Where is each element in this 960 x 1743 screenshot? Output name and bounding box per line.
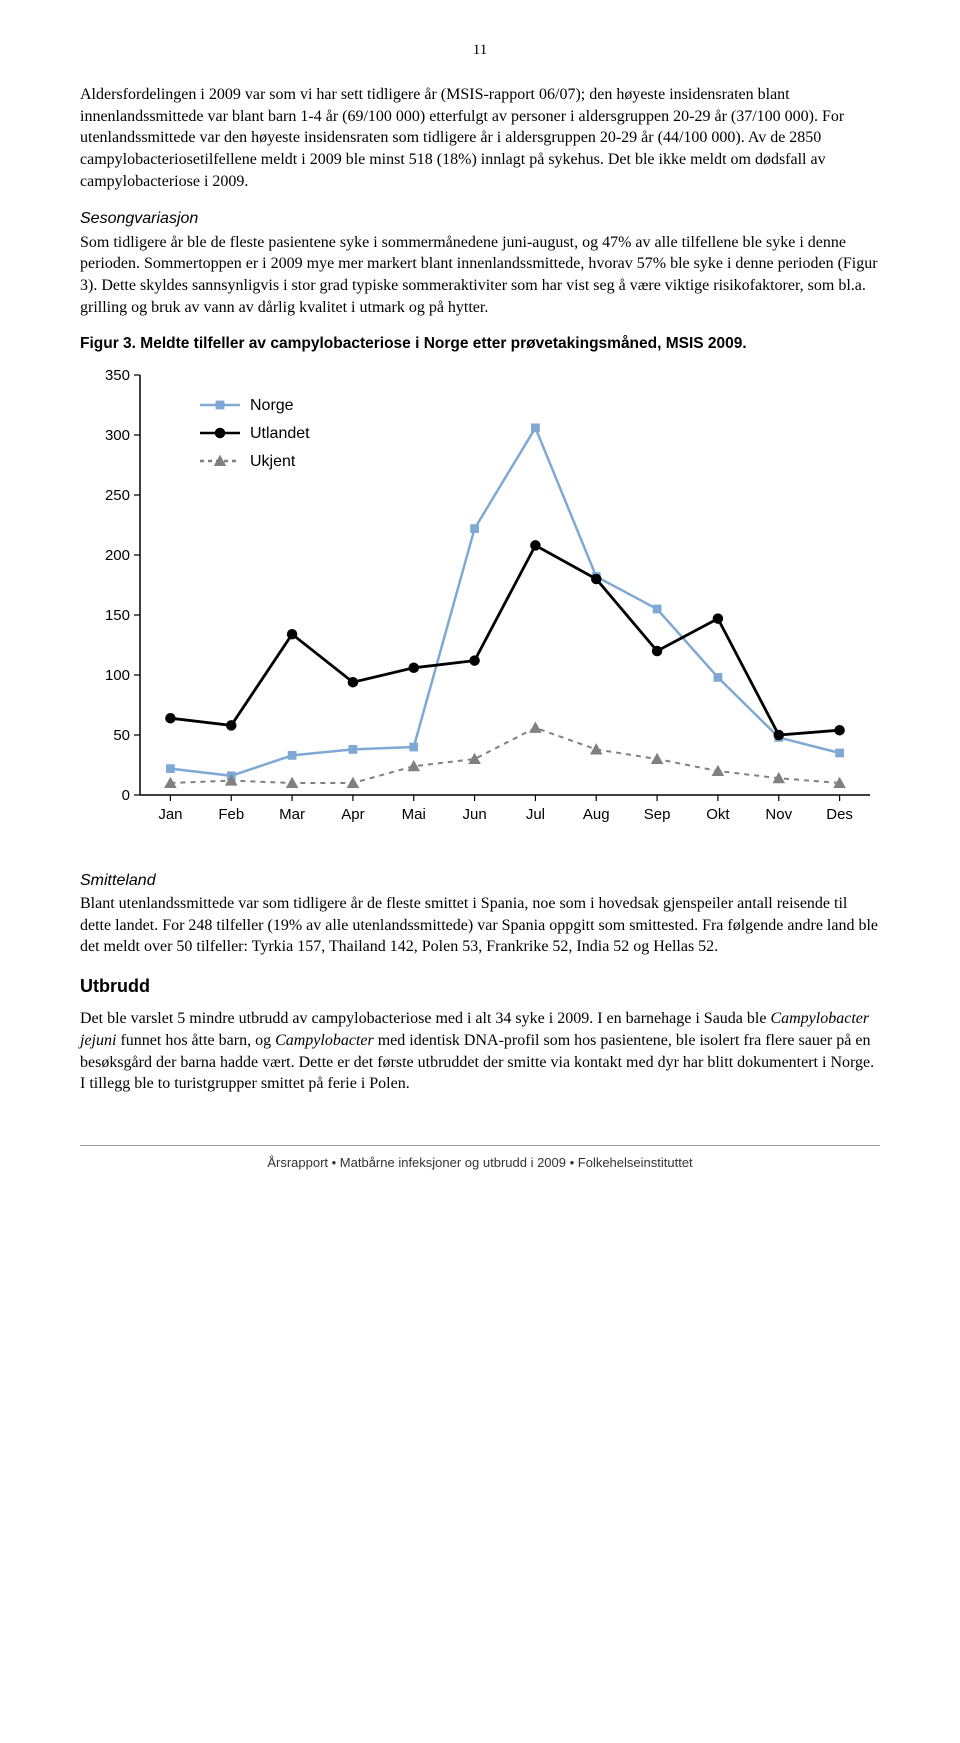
- svg-text:Norge: Norge: [250, 397, 294, 414]
- svg-text:Mai: Mai: [402, 806, 426, 823]
- page-footer: Årsrapport • Matbårne infeksjoner og utb…: [80, 1145, 880, 1172]
- svg-text:Aug: Aug: [583, 806, 610, 823]
- svg-text:Jun: Jun: [462, 806, 486, 823]
- svg-text:250: 250: [105, 487, 130, 504]
- svg-text:350: 350: [105, 367, 130, 384]
- heading-sesongvariasjon: Sesongvariasjon: [80, 208, 880, 230]
- figure-caption: Figur 3. Meldte tilfeller av campylobact…: [80, 334, 880, 355]
- svg-text:Des: Des: [826, 806, 853, 823]
- svg-text:150: 150: [105, 607, 130, 624]
- svg-text:Sep: Sep: [644, 806, 671, 823]
- svg-text:Apr: Apr: [341, 806, 364, 823]
- svg-text:100: 100: [105, 667, 130, 684]
- chart-figure-3: 0 50 100 150 200 250 300 350 Jan Feb Mar Apr Mai Jun J…: [80, 365, 880, 842]
- svg-text:Feb: Feb: [218, 806, 244, 823]
- text: funnet hos åtte barn, og: [116, 1032, 275, 1049]
- text: Det ble varslet 5 mindre utbrudd av camp…: [80, 1010, 770, 1027]
- italic-species: Campylobacter: [275, 1032, 374, 1049]
- paragraph-aldersfordeling: Aldersfordelingen i 2009 var som vi har …: [80, 84, 880, 192]
- svg-text:300: 300: [105, 427, 130, 444]
- svg-text:Okt: Okt: [706, 806, 730, 823]
- paragraph-sesongvariasjon: Som tidligere år ble de fleste pasienten…: [80, 232, 880, 318]
- paragraph-smitteland: Blant utenlandssmittede var som tidliger…: [80, 893, 880, 958]
- svg-text:Utlandet: Utlandet: [250, 425, 310, 442]
- svg-text:Jan: Jan: [158, 806, 182, 823]
- svg-text:Jul: Jul: [526, 806, 545, 823]
- svg-text:Mar: Mar: [279, 806, 305, 823]
- svg-text:0: 0: [122, 787, 130, 804]
- svg-text:50: 50: [113, 727, 130, 744]
- svg-text:Ukjent: Ukjent: [250, 453, 296, 470]
- paragraph-utbrudd: Det ble varslet 5 mindre utbrudd av camp…: [80, 1008, 880, 1094]
- svg-text:Nov: Nov: [765, 806, 792, 823]
- svg-text:200: 200: [105, 547, 130, 564]
- line-chart-svg: 0 50 100 150 200 250 300 350 Jan Feb Mar Apr Mai Jun J…: [80, 365, 880, 835]
- heading-smitteland: Smitteland: [80, 870, 880, 892]
- heading-utbrudd: Utbrudd: [80, 974, 880, 998]
- page-number: 11: [80, 40, 880, 60]
